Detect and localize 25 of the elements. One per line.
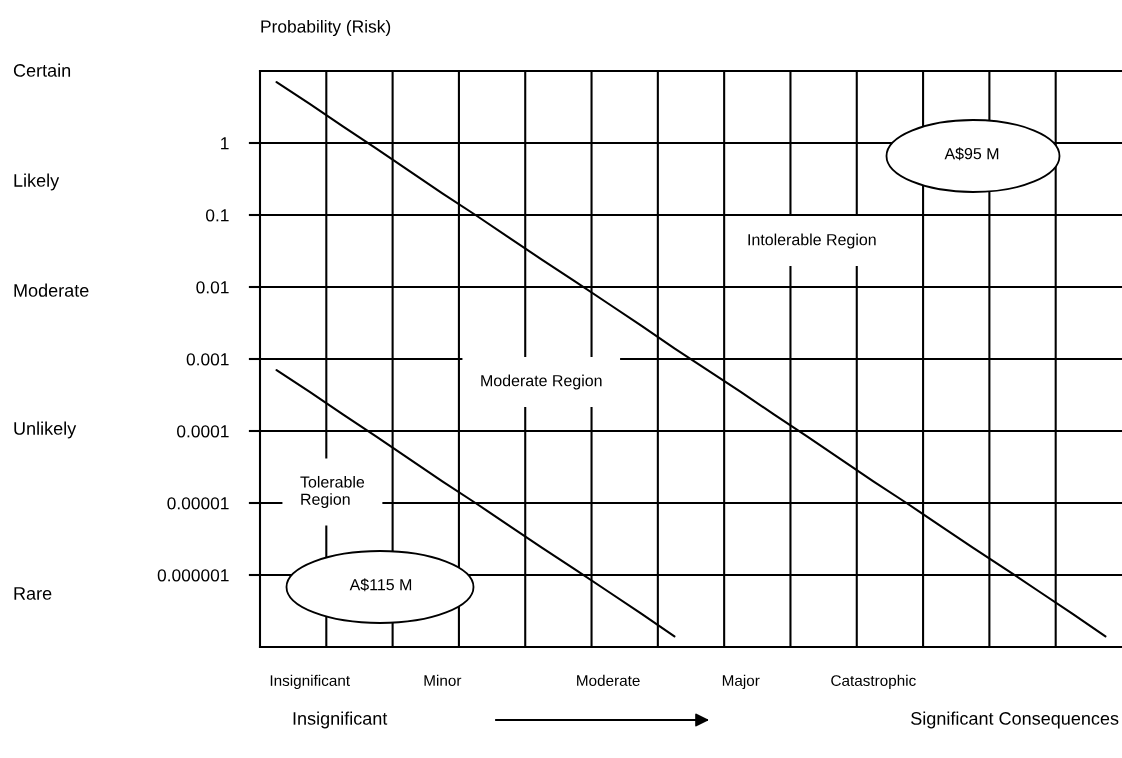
text: Likely <box>14 173 60 191</box>
y-tick-label: 0.001 <box>186 353 229 366</box>
y-tick-label: 0.0001 <box>177 425 229 438</box>
text: Significant Consequences <box>911 711 1119 729</box>
text: Rare <box>14 587 52 600</box>
y-tick-label: 1 <box>221 137 229 150</box>
text: Unlikely <box>14 421 77 439</box>
annotation: Tolerable Region <box>300 475 365 509</box>
x-tick-label: Moderate <box>577 674 640 686</box>
y-tick-label: 0.000001 <box>157 569 229 582</box>
y-tick-label: 0.1 <box>205 209 229 222</box>
annotation: Intolerable Region <box>748 233 876 249</box>
text: Insignificant <box>293 711 388 729</box>
annotation: A$115 M <box>349 578 412 592</box>
x-tick-label: Minor <box>424 674 462 686</box>
annotation: A$95 M <box>944 147 999 161</box>
x-tick-label: Catastrophic <box>831 674 916 690</box>
y-tick-label: 0.00001 <box>167 497 229 510</box>
annotation: Moderate Region <box>481 374 602 390</box>
text: Moderate <box>14 283 89 297</box>
text: Certain <box>13 63 71 77</box>
x-tick-label: Major <box>722 674 760 690</box>
y-tick-label: 0.01 <box>196 281 229 294</box>
y-axis-title: Probability (Risk) <box>261 19 391 37</box>
x-tick-label: Insignificant <box>270 674 350 690</box>
